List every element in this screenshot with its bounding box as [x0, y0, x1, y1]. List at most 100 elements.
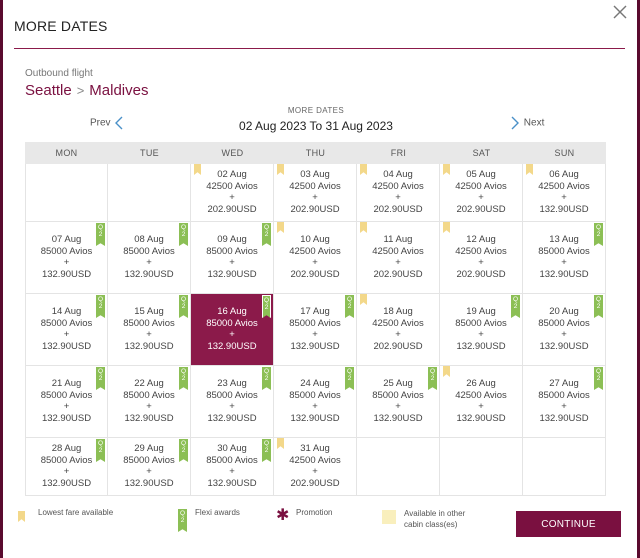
day-cell[interactable]: 05 Aug 42500 Avios +202.90USD	[440, 164, 523, 222]
day-cell[interactable]: Q 2 21 Aug 85000 Avios +132.90USD	[25, 366, 108, 438]
lowest-fare-flag-icon	[18, 511, 25, 522]
flexi-badge-text: Q 2	[595, 296, 602, 310]
avios-price: 42500 Avios	[455, 245, 507, 257]
day-date: 23 Aug	[217, 377, 247, 389]
continue-button[interactable]: CONTINUE	[516, 511, 621, 537]
plus-sign: +	[63, 256, 70, 268]
avios-price: 42500 Avios	[455, 180, 507, 192]
avios-price: 85000 Avios	[40, 245, 93, 257]
day-date: 29 Aug	[134, 442, 164, 454]
tax-amount: 132.90USD	[207, 412, 257, 424]
flexi-award-badge-icon: Q 2	[96, 367, 105, 390]
day-cell[interactable]: 26 Aug 42500 Avios +132.90USD	[440, 366, 523, 438]
flexi-badge-text: Q 2	[180, 224, 187, 238]
plus-sign: +	[146, 400, 152, 412]
flexi-award-badge-icon: Q 2	[345, 367, 354, 390]
avios-price: 85000 Avios	[123, 454, 175, 466]
tax-amount: 202.90USD	[290, 477, 340, 489]
flight-direction-label: Outbound flight	[25, 68, 93, 79]
lowest-fare-flag-icon	[360, 294, 367, 305]
day-cell[interactable]: 12 Aug 42500 Avios +202.90USD	[440, 222, 523, 294]
day-date: 04 Aug	[383, 168, 413, 180]
day-cell[interactable]: Q 2 17 Aug 85000 Avios +132.90USD	[274, 294, 357, 366]
legend-other-cabin-line2: cabin class(es)	[404, 520, 458, 529]
tax-amount: 132.90USD	[207, 268, 257, 280]
flexi-award-badge-icon: Q 2	[428, 367, 437, 390]
tax-amount: 132.90USD	[539, 412, 589, 424]
legend-other-cabin-line1: Available in other	[404, 509, 466, 518]
plus-sign: +	[146, 328, 152, 340]
day-cell[interactable]: 11 Aug 42500 Avios +202.90USD	[357, 222, 440, 294]
day-cell[interactable]: Q 2 15 Aug 85000 Avios +132.90USD	[108, 294, 191, 366]
prev-button[interactable]: Prev	[90, 115, 125, 131]
day-cell[interactable]: 31 Aug 42500 Avios +202.90USD	[274, 438, 357, 496]
plus-sign: +	[478, 191, 484, 203]
flexi-award-badge-icon: Q 2	[96, 223, 105, 246]
day-cell[interactable]: Q 2 23 Aug 85000 Avios +132.90USD	[191, 366, 274, 438]
plus-sign: +	[561, 400, 567, 412]
day-cell[interactable]: Q 2 14 Aug 85000 Avios +132.90USD	[25, 294, 108, 366]
avios-price: 42500 Avios	[289, 245, 341, 257]
day-cell[interactable]: 18 Aug 42500 Avios +202.90USD	[357, 294, 440, 366]
day-cell[interactable]: Q 2 07 Aug 85000 Avios +132.90USD	[25, 222, 108, 294]
avios-price: 85000 Avios	[455, 317, 507, 329]
day-cell[interactable]: Q 2 19 Aug 85000 Avios +132.90USD	[440, 294, 523, 366]
day-cell[interactable]: Q 2 13 Aug 85000 Avios +132.90USD	[523, 222, 606, 294]
day-cell[interactable]: 10 Aug 42500 Avios +202.90USD	[274, 222, 357, 294]
flexi-badge-text: Q 2	[97, 224, 104, 238]
avios-price: 42500 Avios	[372, 317, 424, 329]
flexi-badge-text: Q 2	[595, 368, 602, 382]
close-button[interactable]	[609, 1, 631, 23]
empty-day-cell	[440, 438, 523, 496]
avios-price: 85000 Avios	[538, 389, 590, 401]
plus-sign: +	[395, 400, 401, 412]
avios-price: 85000 Avios	[206, 389, 258, 401]
tax-amount: 132.90USD	[290, 412, 340, 424]
day-cell[interactable]: Q 2 29 Aug 85000 Avios +132.90USD	[108, 438, 191, 496]
day-cell[interactable]: Q 2 22 Aug 85000 Avios +132.90USD	[108, 366, 191, 438]
chevron-right-icon: >	[76, 83, 85, 98]
day-date: 17 Aug	[300, 305, 330, 317]
day-date: 14 Aug	[51, 305, 82, 317]
route-title: Seattle > Maldives	[25, 82, 148, 99]
day-cell[interactable]: Q 2 27 Aug 85000 Avios +132.90USD	[523, 366, 606, 438]
day-date: 11 Aug	[383, 233, 413, 245]
day-cell[interactable]: 02 Aug 42500 Avios +202.90USD	[191, 164, 274, 222]
flexi-award-badge-icon: Q 2	[262, 223, 271, 246]
day-cell[interactable]: Q 2 24 Aug 85000 Avios +132.90USD	[274, 366, 357, 438]
day-cell[interactable]: 04 Aug 42500 Avios +202.90USD	[357, 164, 440, 222]
avios-price: 85000 Avios	[538, 317, 590, 329]
legend-promotion: Promotion	[296, 508, 333, 517]
modal-header: MORE DATES	[3, 0, 637, 52]
flexi-award-badge-icon: Q 2	[179, 367, 188, 390]
day-cell[interactable]: Q 2 20 Aug 85000 Avios +132.90USD	[523, 294, 606, 366]
flexi-badge-text: Q 2	[429, 368, 436, 382]
tax-amount: 202.90USD	[456, 268, 506, 280]
day-cell[interactable]: Q 2 25 Aug 85000 Avios +132.90USD	[357, 366, 440, 438]
flexi-badge-text: Q 2	[263, 224, 270, 238]
day-cell[interactable]: Q 2 28 Aug 85000 Avios +132.90USD	[25, 438, 108, 496]
chevron-right-icon	[511, 116, 519, 130]
weekday-header: MON	[25, 142, 108, 164]
plus-sign: +	[561, 256, 567, 268]
day-cell[interactable]: Q 2 30 Aug 85000 Avios +132.90USD	[191, 438, 274, 496]
plus-sign: +	[395, 256, 401, 268]
day-date: 30 Aug	[217, 442, 247, 454]
day-cell[interactable]: Q 2 09 Aug 85000 Avios +132.90USD	[191, 222, 274, 294]
flexi-award-badge-icon: Q 2	[179, 295, 188, 318]
flexi-award-badge-icon: Q 2	[96, 439, 105, 462]
promotion-star-icon: ✱	[276, 507, 290, 524]
lowest-fare-flag-icon	[360, 222, 367, 233]
tax-amount: 202.90USD	[373, 268, 423, 280]
day-cell[interactable]: Q 2 16 Aug 85000 Avios +132.90USD	[191, 294, 274, 366]
tax-amount: 132.90USD	[290, 340, 340, 352]
flexi-award-badge-icon: Q 2	[594, 223, 603, 246]
tax-amount: 132.90USD	[41, 412, 92, 424]
day-cell[interactable]: 03 Aug 42500 Avios +202.90USD	[274, 164, 357, 222]
next-button[interactable]: Next	[509, 115, 544, 131]
plus-sign: +	[478, 256, 484, 268]
day-cell[interactable]: 06 Aug 42500 Avios +132.90USD	[523, 164, 606, 222]
day-date: 22 Aug	[134, 377, 164, 389]
day-cell[interactable]: Q 2 08 Aug 85000 Avios +132.90USD	[108, 222, 191, 294]
flexi-badge-text: Q 2	[180, 368, 187, 382]
